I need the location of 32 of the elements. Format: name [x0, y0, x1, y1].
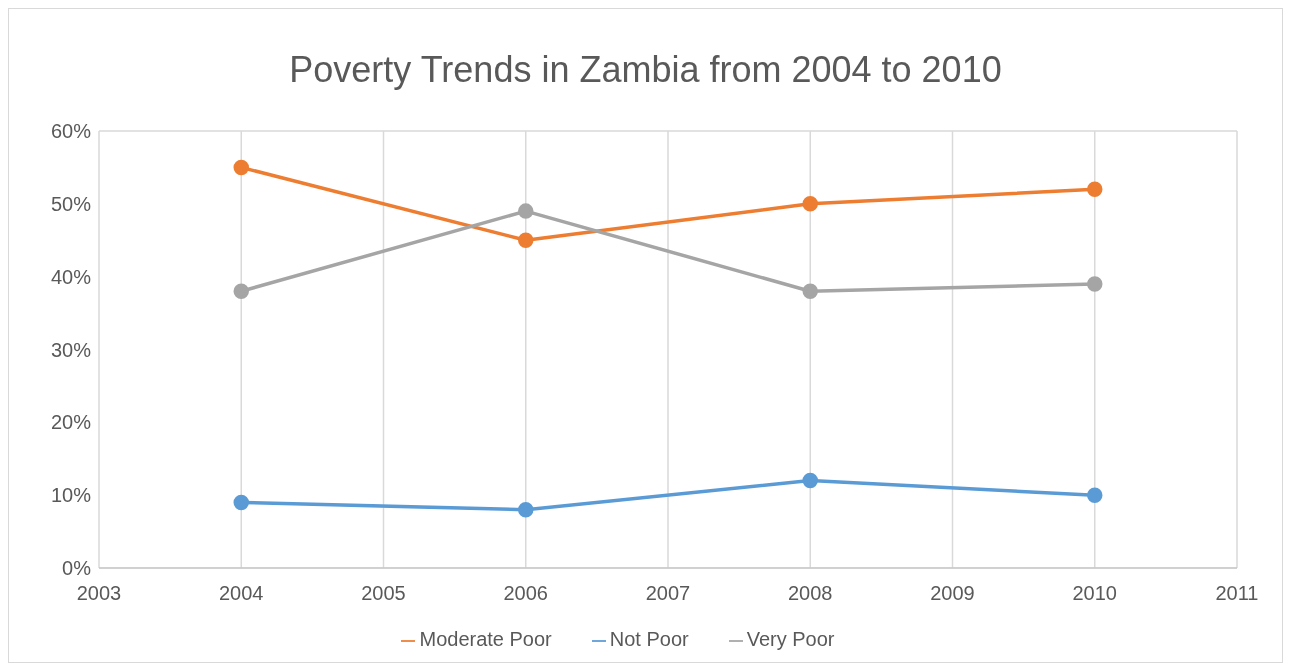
point [518, 203, 534, 219]
legend-label: Very Poor [746, 628, 835, 650]
point [518, 232, 534, 248]
x-tick-label: 2007 [645, 582, 691, 605]
point [1087, 181, 1103, 198]
legend-label: Not Poor [609, 628, 689, 650]
x-tick-label: 2009 [930, 582, 975, 605]
x-tick-label: 2005 [361, 582, 406, 605]
y-tick-label: 0% [62, 557, 92, 580]
y-tick-label: 10% [50, 484, 92, 507]
point [233, 159, 249, 176]
y-tick-label: 60% [50, 120, 92, 143]
chart-title: Poverty Trends in Zambia from 2004 to 2010 [288, 48, 1003, 92]
x-tick-label: 2010 [1072, 582, 1117, 605]
point [1087, 487, 1103, 503]
point [233, 283, 249, 299]
point [802, 196, 818, 212]
x-tick-label: 2011 [1215, 582, 1259, 605]
x-tick-label: 2008 [788, 582, 833, 605]
y-tick-label: 50% [50, 192, 92, 215]
x-tick-label: 2004 [219, 582, 264, 605]
x-tick-label: 2003 [76, 582, 122, 605]
point [802, 472, 818, 489]
y-tick-label: 30% [50, 338, 92, 361]
point [518, 501, 534, 518]
point [802, 283, 818, 299]
point [1087, 276, 1103, 292]
x-tick-label: 2006 [503, 582, 548, 605]
point [233, 494, 249, 511]
y-tick-label: 20% [50, 411, 92, 434]
legend-label: Moderate Poor [419, 628, 552, 650]
y-tick-label: 40% [50, 265, 92, 288]
